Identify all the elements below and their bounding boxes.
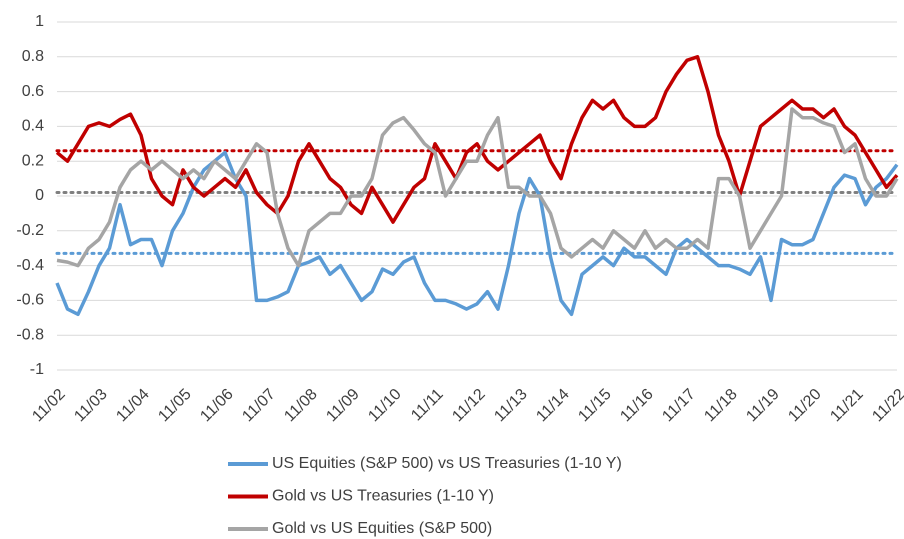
x-tick-label: 11/16 [617,386,657,426]
x-tick-label: 11/22 [869,386,904,426]
y-tick-label: -0.6 [16,292,44,309]
x-tick-label: 11/11 [408,386,447,425]
x-tick-label: 11/07 [239,386,279,426]
y-tick-label: 0 [35,187,44,204]
y-tick-label: -0.2 [16,222,44,239]
y-tick-label: 0.8 [22,48,44,65]
x-tick-label: 11/14 [533,386,573,426]
legend-label: Gold vs US Treasuries (1-10 Y) [272,488,494,505]
x-tick-label: 11/15 [575,386,615,426]
x-tick-label: 11/13 [491,386,531,426]
x-tick-label: 11/08 [281,386,321,426]
x-tick-label: 11/12 [449,386,489,426]
y-tick-label: -1 [30,361,44,378]
y-tick-label: 0.6 [22,83,44,100]
x-tick-label: 11/09 [323,386,363,426]
y-tick-label: 1 [35,13,44,30]
x-tick-label: 11/04 [113,386,153,426]
y-tick-label: 0.2 [22,152,44,169]
x-tick-label: 11/20 [785,386,825,426]
legend-label: US Equities (S&P 500) vs US Treasuries (… [272,455,622,472]
x-tick-label: 11/03 [71,386,111,426]
x-tick-label: 11/19 [743,386,783,426]
y-tick-label: 0.4 [22,118,44,135]
x-tick-label: 11/05 [155,386,195,426]
legend-label: Gold vs US Equities (S&P 500) [272,520,492,537]
x-tick-label: 11/02 [29,386,69,426]
x-tick-label: 11/18 [701,386,741,426]
series-line [55,55,899,224]
x-tick-label: 11/10 [365,386,405,426]
x-tick-label: 11/21 [827,386,867,426]
series-line [55,150,899,317]
y-tick-label: -0.4 [16,257,44,274]
x-tick-label: 11/17 [659,386,699,426]
series-line [56,107,899,268]
x-tick-label: 11/06 [197,386,237,426]
y-tick-label: -0.8 [16,326,44,343]
